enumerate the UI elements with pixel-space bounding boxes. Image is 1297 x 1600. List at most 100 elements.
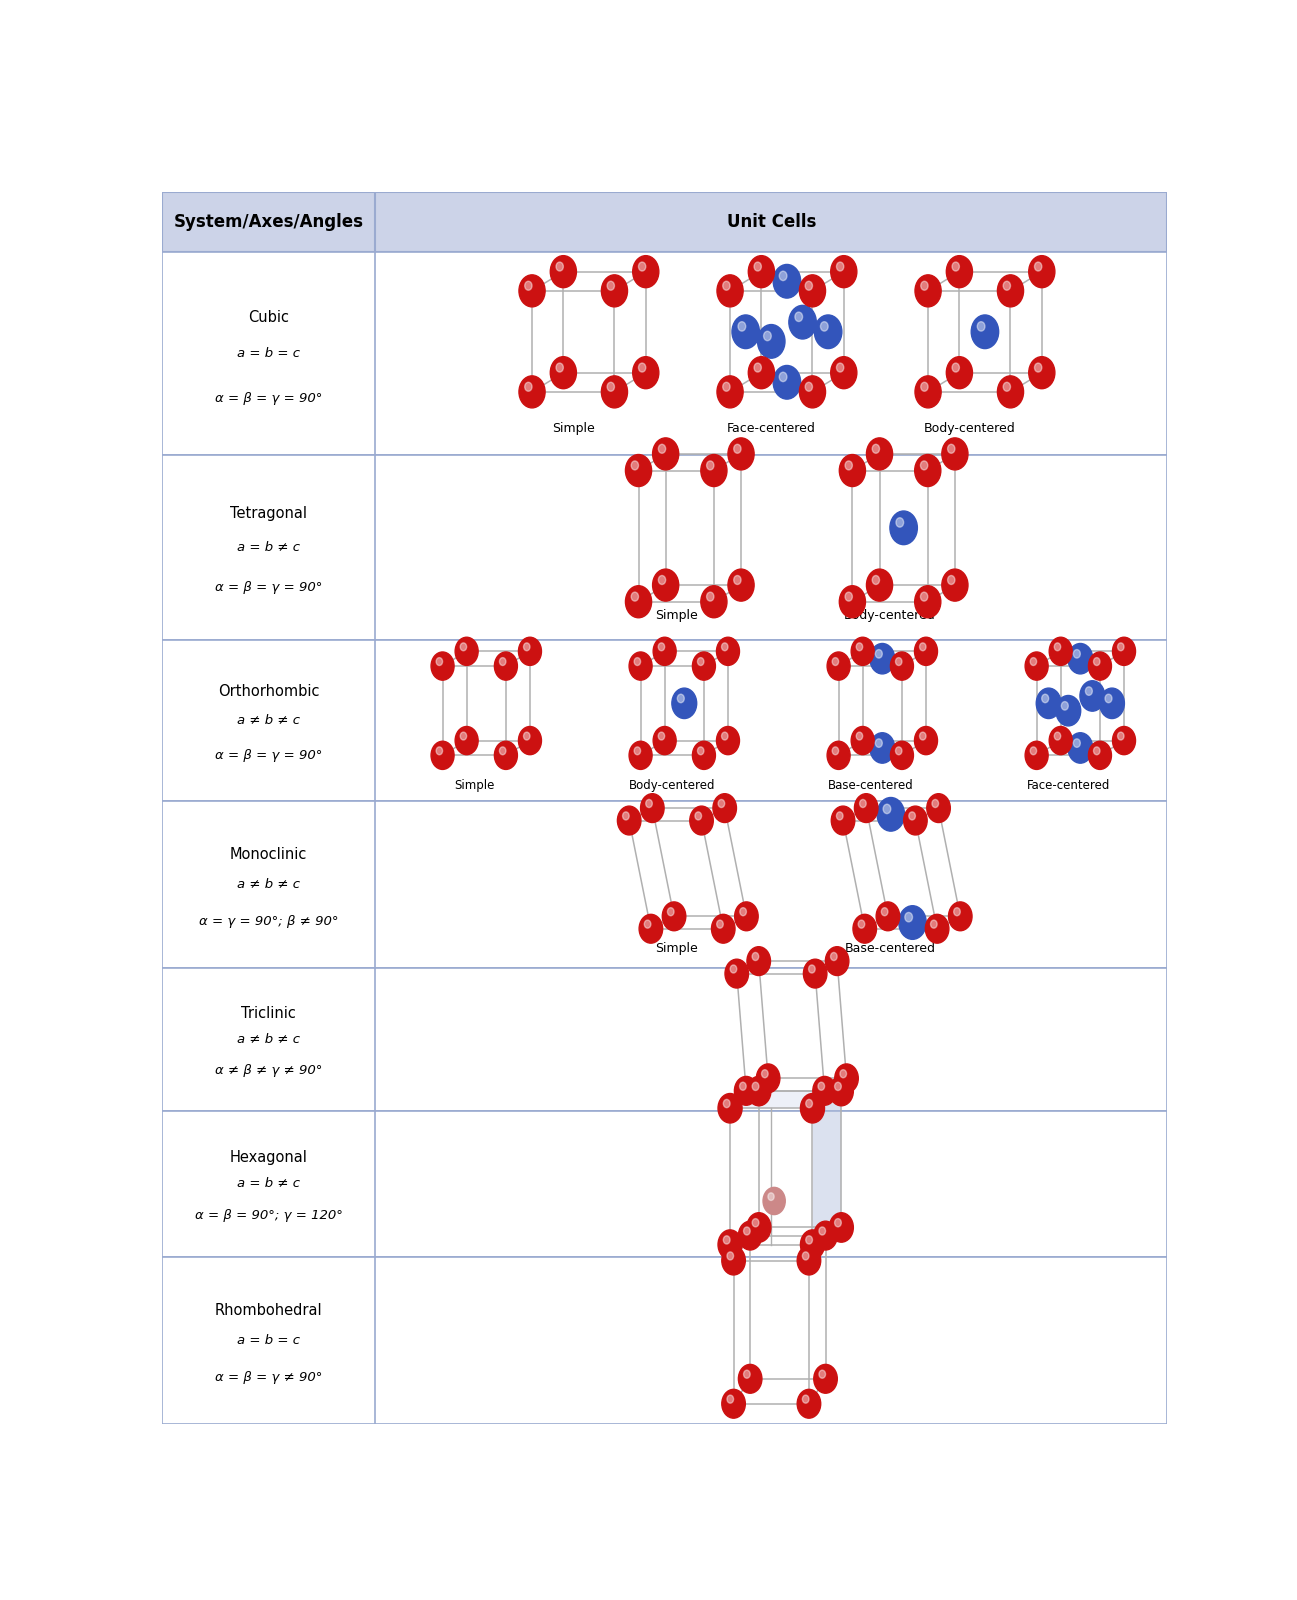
Circle shape (707, 461, 713, 470)
Circle shape (1003, 282, 1010, 290)
Text: Orthorhombic: Orthorhombic (218, 683, 319, 699)
Circle shape (739, 1082, 746, 1090)
Text: Simple: Simple (454, 779, 494, 792)
Circle shape (921, 382, 929, 392)
Circle shape (1118, 643, 1124, 651)
Circle shape (896, 518, 904, 526)
Circle shape (821, 322, 827, 331)
Circle shape (895, 747, 901, 755)
Circle shape (795, 312, 803, 322)
Circle shape (1067, 733, 1093, 763)
Circle shape (752, 1219, 759, 1227)
Bar (162, 1110, 375, 1258)
Circle shape (942, 570, 968, 602)
Circle shape (722, 1246, 746, 1275)
Circle shape (1035, 363, 1041, 373)
Circle shape (763, 1187, 785, 1214)
Text: α = β = γ = 90°: α = β = γ = 90° (215, 392, 323, 405)
Circle shape (829, 1213, 853, 1242)
Circle shape (455, 726, 479, 755)
Circle shape (764, 331, 772, 341)
Text: Hexagonal: Hexagonal (230, 1150, 307, 1165)
Circle shape (1049, 637, 1073, 666)
Circle shape (431, 741, 454, 770)
Circle shape (756, 1064, 779, 1093)
Circle shape (617, 806, 641, 835)
Circle shape (550, 256, 576, 288)
Circle shape (728, 1395, 734, 1403)
Circle shape (524, 643, 530, 651)
Circle shape (971, 315, 999, 349)
Circle shape (830, 357, 857, 389)
Text: Simple: Simple (551, 422, 594, 435)
Circle shape (789, 306, 816, 339)
Circle shape (652, 438, 678, 470)
Circle shape (519, 726, 541, 755)
Circle shape (855, 794, 878, 822)
Text: Unit Cells: Unit Cells (726, 213, 816, 230)
Circle shape (734, 576, 741, 584)
Circle shape (633, 357, 659, 389)
Circle shape (914, 637, 938, 666)
Circle shape (698, 747, 704, 755)
Circle shape (1074, 739, 1080, 747)
Circle shape (927, 794, 951, 822)
Circle shape (748, 256, 774, 288)
Circle shape (1025, 741, 1048, 770)
Bar (162, 802, 375, 968)
Circle shape (827, 651, 850, 680)
Circle shape (721, 643, 728, 651)
Circle shape (920, 733, 926, 741)
Circle shape (556, 363, 563, 373)
Circle shape (914, 454, 940, 486)
Circle shape (663, 902, 686, 931)
Circle shape (677, 694, 685, 702)
Circle shape (882, 907, 888, 915)
Circle shape (952, 262, 960, 270)
Circle shape (803, 1251, 809, 1259)
Text: System/Axes/Angles: System/Axes/Angles (174, 213, 363, 230)
Polygon shape (730, 1091, 842, 1109)
Text: a = b ≠ c: a = b ≠ c (237, 541, 300, 554)
Circle shape (799, 275, 825, 307)
Circle shape (883, 805, 891, 814)
Circle shape (808, 965, 816, 973)
Circle shape (877, 902, 900, 931)
Circle shape (891, 651, 913, 680)
Circle shape (947, 256, 973, 288)
Circle shape (629, 651, 652, 680)
Circle shape (914, 376, 942, 408)
Circle shape (632, 592, 638, 602)
Circle shape (891, 741, 913, 770)
Circle shape (634, 747, 641, 755)
Circle shape (1054, 643, 1061, 651)
Circle shape (856, 643, 863, 651)
Circle shape (859, 920, 865, 928)
Circle shape (834, 1082, 842, 1091)
Text: Face-centered: Face-centered (1027, 779, 1110, 792)
Circle shape (799, 376, 825, 408)
Circle shape (846, 461, 852, 470)
Circle shape (914, 586, 940, 618)
Circle shape (629, 741, 652, 770)
Circle shape (752, 952, 759, 960)
Bar (162, 192, 1167, 253)
Circle shape (717, 920, 724, 928)
Circle shape (719, 1230, 742, 1259)
Circle shape (779, 373, 787, 382)
Circle shape (839, 454, 865, 486)
Circle shape (722, 382, 730, 392)
Circle shape (525, 382, 532, 392)
Bar (162, 640, 1167, 802)
Text: a ≠ b ≠ c: a ≠ b ≠ c (237, 1034, 300, 1046)
Circle shape (1041, 694, 1049, 702)
Circle shape (743, 1227, 750, 1235)
Circle shape (695, 811, 702, 819)
Bar (162, 253, 1167, 454)
Circle shape (716, 637, 739, 666)
Circle shape (654, 726, 676, 755)
Circle shape (754, 262, 761, 270)
Circle shape (668, 907, 674, 915)
Text: Tetragonal: Tetragonal (230, 507, 307, 522)
Circle shape (732, 315, 760, 349)
